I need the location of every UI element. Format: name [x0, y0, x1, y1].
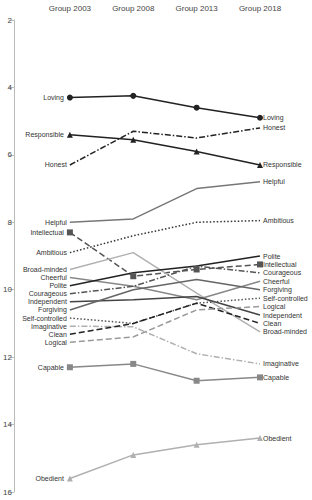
svg-text:Intellectual: Intellectual [263, 261, 297, 268]
svg-text:10: 10 [3, 285, 12, 294]
svg-text:Forgiving: Forgiving [38, 306, 67, 314]
svg-text:Capable: Capable [263, 374, 289, 382]
svg-text:Self-controlled: Self-controlled [22, 315, 67, 322]
svg-text:Polite: Polite [49, 282, 67, 289]
svg-text:Capable: Capable [38, 364, 64, 372]
svg-text:Loving: Loving [43, 94, 64, 102]
svg-text:Polite: Polite [263, 253, 281, 260]
svg-text:Helpful: Helpful [45, 219, 67, 227]
svg-text:Independent: Independent [263, 312, 302, 320]
svg-text:Helpful: Helpful [263, 178, 285, 186]
svg-text:Honest: Honest [263, 124, 285, 131]
svg-text:14: 14 [3, 420, 12, 429]
svg-text:Obedient: Obedient [35, 475, 63, 482]
svg-text:Logical: Logical [45, 339, 68, 347]
svg-text:Broad-minded: Broad-minded [263, 328, 307, 335]
svg-text:Ambitious: Ambitious [263, 217, 294, 224]
svg-text:Independent: Independent [28, 298, 67, 306]
svg-text:2: 2 [7, 16, 12, 25]
svg-text:Loving: Loving [263, 114, 284, 122]
svg-text:12: 12 [3, 353, 12, 362]
svg-text:8: 8 [7, 218, 12, 227]
svg-text:Clean: Clean [49, 331, 67, 338]
svg-text:Imaginative: Imaginative [263, 360, 299, 368]
svg-text:Intellectual: Intellectual [30, 229, 64, 236]
svg-text:Group 2008: Group 2008 [112, 4, 155, 13]
svg-text:Ambitious: Ambitious [36, 249, 67, 256]
svg-text:6: 6 [7, 150, 12, 159]
svg-text:Honest: Honest [45, 161, 67, 168]
svg-text:Courageous: Courageous [263, 269, 302, 277]
svg-text:4: 4 [7, 83, 12, 92]
svg-text:Self-controlled: Self-controlled [263, 295, 308, 302]
svg-text:Broad-minded: Broad-minded [23, 266, 67, 273]
svg-text:Logical: Logical [263, 303, 286, 311]
svg-text:Responsible: Responsible [25, 131, 64, 139]
svg-text:Cheerful: Cheerful [263, 278, 290, 285]
svg-text:Obedient: Obedient [263, 435, 291, 442]
svg-text:Responsible: Responsible [263, 161, 302, 169]
svg-text:Forgiving: Forgiving [263, 286, 292, 294]
svg-text:Clean: Clean [263, 320, 281, 327]
svg-text:Imaginative: Imaginative [31, 323, 67, 331]
svg-text:Courageous: Courageous [29, 290, 68, 298]
svg-text:Cheerful: Cheerful [40, 274, 67, 281]
svg-text:Group 2018: Group 2018 [239, 4, 282, 13]
svg-text:16: 16 [3, 488, 12, 497]
svg-text:Group 2003: Group 2003 [49, 4, 92, 13]
svg-text:Group 2013: Group 2013 [175, 4, 218, 13]
